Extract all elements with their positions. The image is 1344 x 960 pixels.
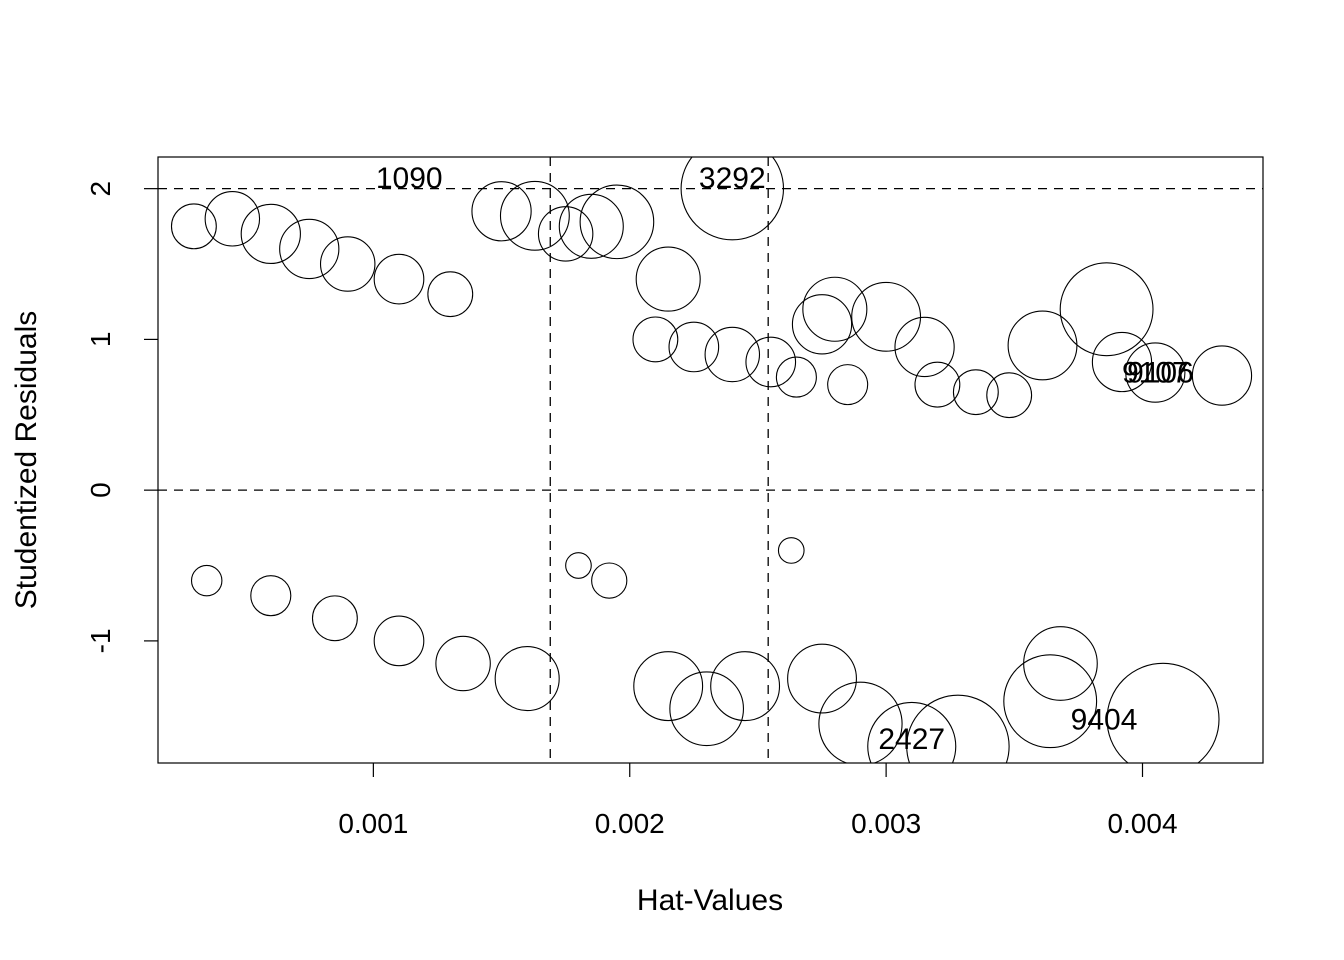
data-point xyxy=(374,616,424,666)
data-point xyxy=(251,576,291,616)
data-point xyxy=(192,565,222,595)
x-tick-label: 0.001 xyxy=(338,808,408,839)
data-point xyxy=(776,357,816,397)
data-point xyxy=(580,185,654,259)
point-label: 3292 xyxy=(699,162,766,195)
x-axis-label: Hat-Values xyxy=(637,884,783,917)
y-axis-label: Studentized Residuals xyxy=(10,311,43,610)
data-point xyxy=(1192,346,1251,405)
data-point xyxy=(953,370,998,415)
data-point xyxy=(711,652,780,721)
data-point xyxy=(472,182,531,241)
x-tick-label: 0.003 xyxy=(851,808,921,839)
data-point xyxy=(374,254,424,304)
y-tick-label: 2 xyxy=(85,181,116,197)
x-tick-label: 0.002 xyxy=(595,808,665,839)
data-point xyxy=(895,317,954,376)
y-tick-label: 1 xyxy=(85,332,116,348)
point-label: 9106 xyxy=(1127,357,1194,390)
data-point xyxy=(828,365,868,405)
y-tick-label: -1 xyxy=(85,628,116,653)
point-label: 1090 xyxy=(376,162,443,195)
data-point xyxy=(633,317,678,362)
data-point xyxy=(566,553,592,579)
data-point xyxy=(746,337,796,387)
data-point xyxy=(1024,627,1098,701)
data-point xyxy=(241,204,300,263)
y-tick-label: 0 xyxy=(85,482,116,498)
data-point xyxy=(205,192,259,246)
data-point xyxy=(852,282,921,351)
data-point xyxy=(803,277,867,341)
data-point xyxy=(428,272,473,317)
data-point xyxy=(705,327,759,381)
data-point xyxy=(987,373,1032,418)
data-point xyxy=(436,636,490,690)
data-point xyxy=(592,563,627,598)
data-point xyxy=(313,596,358,641)
data-point xyxy=(171,204,216,249)
x-tick-label: 0.004 xyxy=(1107,808,1177,839)
data-point xyxy=(792,295,851,354)
data-point xyxy=(634,652,703,721)
x-axis: 0.001 0.002 0.003 0.004 xyxy=(338,763,1177,839)
data-point xyxy=(788,644,857,713)
data-point xyxy=(670,672,744,746)
data-point xyxy=(538,207,592,261)
data-point xyxy=(1008,311,1077,380)
data-point xyxy=(495,647,559,711)
data-point xyxy=(915,362,960,407)
data-point xyxy=(636,247,700,311)
data-point xyxy=(778,538,804,564)
data-points xyxy=(171,137,1251,797)
point-label: 2427 xyxy=(878,723,945,756)
point-label: 9404 xyxy=(1071,703,1138,736)
data-point xyxy=(1060,263,1153,356)
data-point xyxy=(280,219,339,278)
data-point xyxy=(321,237,375,291)
y-axis: -1 0 1 2 xyxy=(85,181,158,653)
